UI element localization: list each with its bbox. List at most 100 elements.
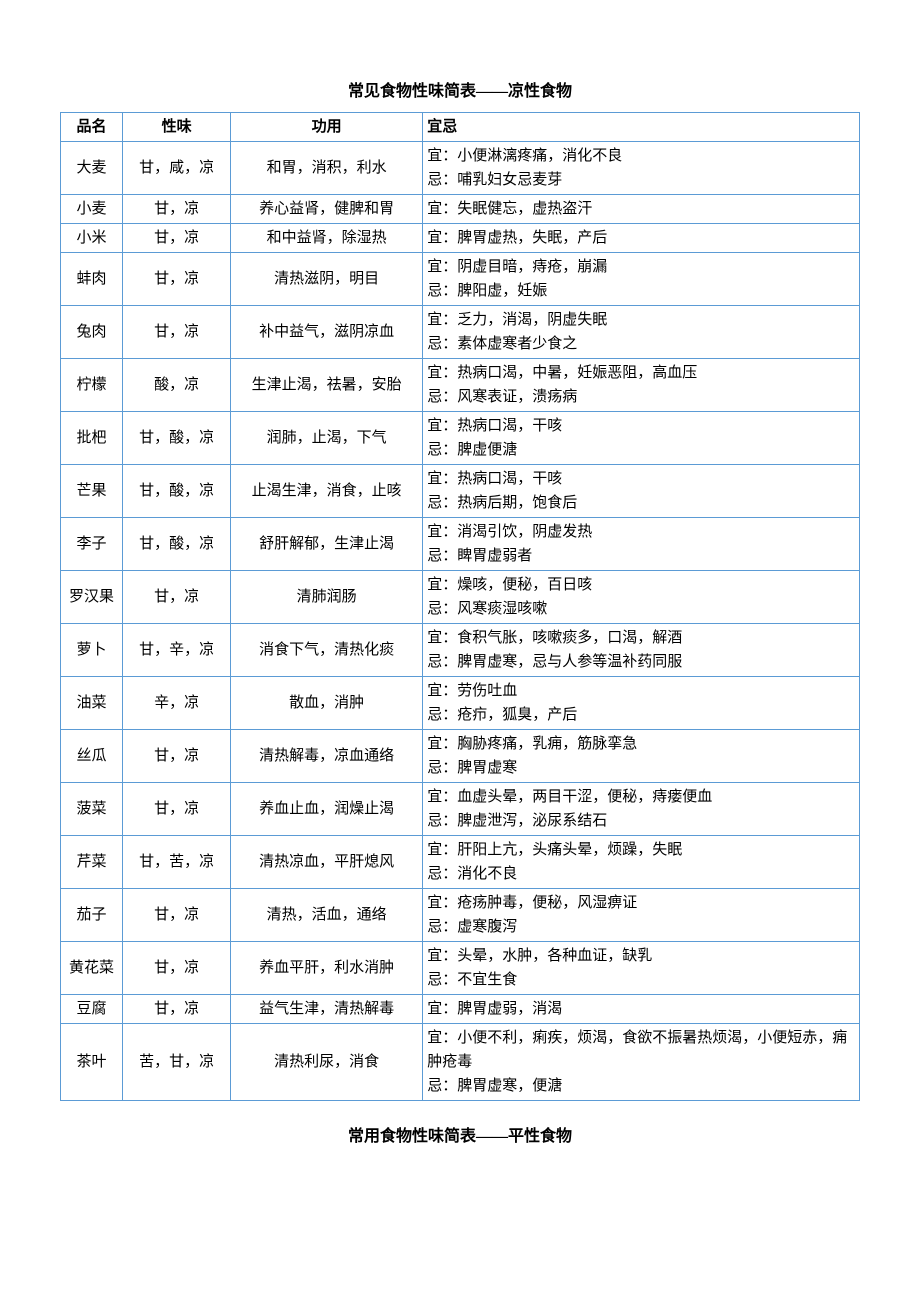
cell-yi: 宜：疮疡肿毒，便秘，风湿痹证 忌：虚寒腹泻 bbox=[423, 889, 860, 942]
cell-name: 柠檬 bbox=[61, 359, 123, 412]
cell-taste: 甘，凉 bbox=[123, 942, 231, 995]
cell-name: 罗汉果 bbox=[61, 571, 123, 624]
cell-func: 补中益气，滋阴凉血 bbox=[231, 306, 423, 359]
cell-yi: 宜：脾胃虚热，失眠，产后 bbox=[423, 224, 860, 253]
table-row: 柠檬酸，凉生津止渴，祛暑，安胎宜：热病口渴，中暑，妊娠恶阻，高血压 忌：风寒表证… bbox=[61, 359, 860, 412]
page-title-2: 常用食物性味简表——平性食物 bbox=[60, 1125, 860, 1149]
cell-func: 消食下气，清热化痰 bbox=[231, 624, 423, 677]
cell-taste: 甘，酸，凉 bbox=[123, 412, 231, 465]
cell-yi: 宜：劳伤吐血 忌：疮疖，狐臭，产后 bbox=[423, 677, 860, 730]
table-row: 小米甘，凉和中益肾，除湿热宜：脾胃虚热，失眠，产后 bbox=[61, 224, 860, 253]
table-row: 萝卜甘，辛，凉消食下气，清热化痰宜：食积气胀，咳嗽痰多，口渴，解酒 忌：脾胃虚寒… bbox=[61, 624, 860, 677]
cell-name: 芹菜 bbox=[61, 836, 123, 889]
cell-yi: 宜：失眠健忘，虚热盗汗 bbox=[423, 195, 860, 224]
table-row: 兔肉甘，凉补中益气，滋阴凉血宜：乏力，消渴，阴虚失眠 忌：素体虚寒者少食之 bbox=[61, 306, 860, 359]
cell-taste: 甘，凉 bbox=[123, 995, 231, 1024]
cell-yi: 宜：燥咳，便秘，百日咳 忌：风寒痰湿咳嗽 bbox=[423, 571, 860, 624]
cell-taste: 辛，凉 bbox=[123, 677, 231, 730]
col-header-name: 品名 bbox=[61, 113, 123, 142]
cell-func: 舒肝解郁，生津止渴 bbox=[231, 518, 423, 571]
col-header-func: 功用 bbox=[231, 113, 423, 142]
cell-name: 兔肉 bbox=[61, 306, 123, 359]
cell-yi: 宜：小便淋漓疼痛，消化不良 忌：哺乳妇女忌麦芽 bbox=[423, 142, 860, 195]
cell-name: 油菜 bbox=[61, 677, 123, 730]
cell-taste: 甘，凉 bbox=[123, 571, 231, 624]
table-row: 芹菜甘，苦，凉清热凉血，平肝熄风宜：肝阳上亢，头痛头晕，烦躁，失眠 忌：消化不良 bbox=[61, 836, 860, 889]
cell-func: 养心益肾，健脾和胃 bbox=[231, 195, 423, 224]
table-row: 油菜辛，凉散血，消肿宜：劳伤吐血 忌：疮疖，狐臭，产后 bbox=[61, 677, 860, 730]
cell-func: 润肺，止渴，下气 bbox=[231, 412, 423, 465]
table-row: 茄子甘，凉清热，活血，通络宜：疮疡肿毒，便秘，风湿痹证 忌：虚寒腹泻 bbox=[61, 889, 860, 942]
col-header-taste: 性味 bbox=[123, 113, 231, 142]
cell-name: 小麦 bbox=[61, 195, 123, 224]
cell-func: 清热凉血，平肝熄风 bbox=[231, 836, 423, 889]
cell-yi: 宜：热病口渴，干咳 忌：脾虚便溏 bbox=[423, 412, 860, 465]
cell-func: 和中益肾，除湿热 bbox=[231, 224, 423, 253]
cell-func: 清热，活血，通络 bbox=[231, 889, 423, 942]
cell-yi: 宜：阴虚目暗，痔疮，崩漏 忌：脾阳虚，妊娠 bbox=[423, 253, 860, 306]
cell-name: 茶叶 bbox=[61, 1024, 123, 1101]
food-table: 品名 性味 功用 宜忌 大麦甘，咸，凉和胃，消积，利水宜：小便淋漓疼痛，消化不良… bbox=[60, 112, 860, 1101]
cell-taste: 甘，咸，凉 bbox=[123, 142, 231, 195]
cell-func: 止渴生津，消食，止咳 bbox=[231, 465, 423, 518]
cell-func: 养血止血，润燥止渴 bbox=[231, 783, 423, 836]
cell-name: 批杷 bbox=[61, 412, 123, 465]
cell-yi: 宜：胸胁疼痛，乳痈，筋脉挛急 忌：脾胃虚寒 bbox=[423, 730, 860, 783]
cell-taste: 甘，凉 bbox=[123, 306, 231, 359]
cell-yi: 宜：食积气胀，咳嗽痰多，口渴，解酒 忌：脾胃虚寒，忌与人参等温补药同服 bbox=[423, 624, 860, 677]
table-header-row: 品名 性味 功用 宜忌 bbox=[61, 113, 860, 142]
cell-yi: 宜：消渴引饮，阴虚发热 忌：睥胃虚弱者 bbox=[423, 518, 860, 571]
table-row: 批杷甘，酸，凉润肺，止渴，下气宜：热病口渴，干咳 忌：脾虚便溏 bbox=[61, 412, 860, 465]
col-header-yi: 宜忌 bbox=[423, 113, 860, 142]
cell-taste: 甘，酸，凉 bbox=[123, 465, 231, 518]
cell-yi: 宜：头晕，水肿，各种血证，缺乳 忌：不宜生食 bbox=[423, 942, 860, 995]
cell-name: 菠菜 bbox=[61, 783, 123, 836]
cell-taste: 甘，酸，凉 bbox=[123, 518, 231, 571]
table-row: 芒果甘，酸，凉止渴生津，消食，止咳宜：热病口渴，干咳 忌：热病后期，饱食后 bbox=[61, 465, 860, 518]
cell-yi: 宜：血虚头晕，两目干涩，便秘，痔瘘便血 忌：脾虚泄泻，泌尿系结石 bbox=[423, 783, 860, 836]
cell-func: 生津止渴，祛暑，安胎 bbox=[231, 359, 423, 412]
cell-func: 散血，消肿 bbox=[231, 677, 423, 730]
cell-func: 和胃，消积，利水 bbox=[231, 142, 423, 195]
cell-func: 清热解毒，凉血通络 bbox=[231, 730, 423, 783]
cell-name: 小米 bbox=[61, 224, 123, 253]
cell-taste: 甘，凉 bbox=[123, 224, 231, 253]
table-row: 黄花菜甘，凉养血平肝，利水消肿宜：头晕，水肿，各种血证，缺乳 忌：不宜生食 bbox=[61, 942, 860, 995]
cell-func: 养血平肝，利水消肿 bbox=[231, 942, 423, 995]
table-row: 罗汉果甘，凉清肺润肠宜：燥咳，便秘，百日咳 忌：风寒痰湿咳嗽 bbox=[61, 571, 860, 624]
cell-taste: 甘，凉 bbox=[123, 889, 231, 942]
cell-name: 豆腐 bbox=[61, 995, 123, 1024]
cell-yi: 宜：肝阳上亢，头痛头晕，烦躁，失眠 忌：消化不良 bbox=[423, 836, 860, 889]
table-row: 菠菜甘，凉养血止血，润燥止渴宜：血虚头晕，两目干涩，便秘，痔瘘便血 忌：脾虚泄泻… bbox=[61, 783, 860, 836]
cell-taste: 甘，苦，凉 bbox=[123, 836, 231, 889]
cell-yi: 宜：热病口渴，干咳 忌：热病后期，饱食后 bbox=[423, 465, 860, 518]
table-row: 小麦甘，凉养心益肾，健脾和胃宜：失眠健忘，虚热盗汗 bbox=[61, 195, 860, 224]
cell-taste: 苦，甘，凉 bbox=[123, 1024, 231, 1101]
cell-yi: 宜：热病口渴，中暑，妊娠恶阻，高血压 忌：风寒表证，溃疡病 bbox=[423, 359, 860, 412]
table-row: 蚌肉甘，凉清热滋阴，明目宜：阴虚目暗，痔疮，崩漏 忌：脾阳虚，妊娠 bbox=[61, 253, 860, 306]
table-row: 大麦甘，咸，凉和胃，消积，利水宜：小便淋漓疼痛，消化不良 忌：哺乳妇女忌麦芽 bbox=[61, 142, 860, 195]
cell-func: 清热利尿，消食 bbox=[231, 1024, 423, 1101]
cell-name: 黄花菜 bbox=[61, 942, 123, 995]
cell-taste: 酸，凉 bbox=[123, 359, 231, 412]
cell-name: 丝瓜 bbox=[61, 730, 123, 783]
table-row: 茶叶苦，甘，凉清热利尿，消食宜：小便不利，痢疾，烦渴，食欲不振暑热烦渴，小便短赤… bbox=[61, 1024, 860, 1101]
cell-name: 茄子 bbox=[61, 889, 123, 942]
cell-func: 清肺润肠 bbox=[231, 571, 423, 624]
cell-name: 李子 bbox=[61, 518, 123, 571]
cell-func: 清热滋阴，明目 bbox=[231, 253, 423, 306]
table-row: 丝瓜甘，凉清热解毒，凉血通络宜：胸胁疼痛，乳痈，筋脉挛急 忌：脾胃虚寒 bbox=[61, 730, 860, 783]
cell-yi: 宜：小便不利，痢疾，烦渴，食欲不振暑热烦渴，小便短赤，痈肿疮毒 忌：脾胃虚寒，便… bbox=[423, 1024, 860, 1101]
cell-name: 芒果 bbox=[61, 465, 123, 518]
cell-taste: 甘，辛，凉 bbox=[123, 624, 231, 677]
cell-yi: 宜：乏力，消渴，阴虚失眠 忌：素体虚寒者少食之 bbox=[423, 306, 860, 359]
cell-taste: 甘，凉 bbox=[123, 195, 231, 224]
cell-taste: 甘，凉 bbox=[123, 253, 231, 306]
cell-yi: 宜：脾胃虚弱，消渴 bbox=[423, 995, 860, 1024]
cell-name: 大麦 bbox=[61, 142, 123, 195]
cell-taste: 甘，凉 bbox=[123, 783, 231, 836]
table-row: 豆腐甘，凉益气生津，清热解毒宜：脾胃虚弱，消渴 bbox=[61, 995, 860, 1024]
cell-func: 益气生津，清热解毒 bbox=[231, 995, 423, 1024]
table-row: 李子甘，酸，凉舒肝解郁，生津止渴宜：消渴引饮，阴虚发热 忌：睥胃虚弱者 bbox=[61, 518, 860, 571]
page-title-1: 常见食物性味简表——凉性食物 bbox=[60, 80, 860, 104]
